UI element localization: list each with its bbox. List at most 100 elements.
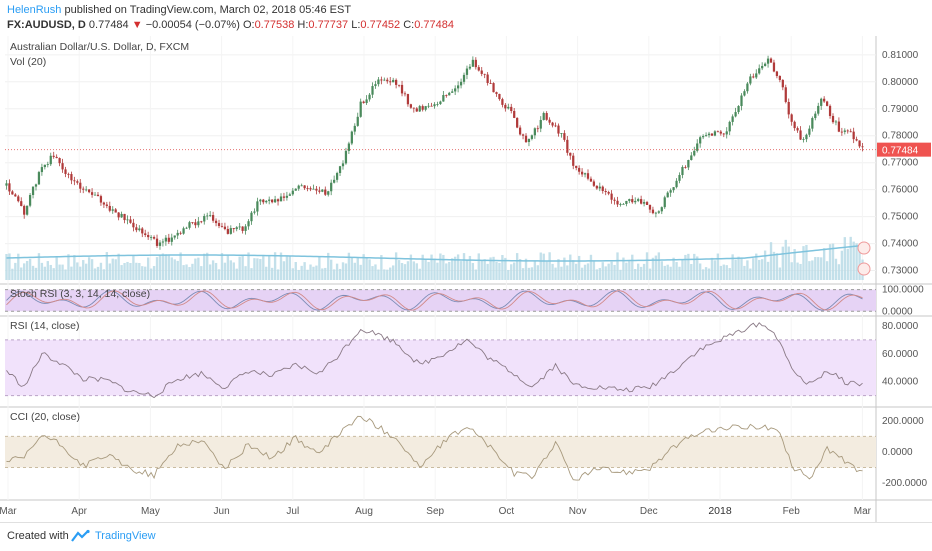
candle-body — [403, 93, 407, 95]
candle-body — [226, 229, 229, 234]
candle-body — [389, 81, 392, 83]
volume-bar — [73, 254, 76, 280]
volume-bar — [194, 258, 197, 280]
published-text: published on TradingView.com, March 02, … — [64, 4, 352, 16]
author-link[interactable]: HelenRush — [7, 4, 62, 16]
high-value: 0.77737 — [308, 19, 349, 31]
stoch-title: Stoch RSI (3, 3, 14, 14, close) — [10, 288, 150, 300]
candle-body — [456, 85, 460, 89]
volume-bar — [837, 264, 841, 280]
candle-body — [214, 220, 218, 224]
volume-bar — [214, 262, 218, 280]
volume-bar — [229, 260, 233, 280]
candle-body — [368, 94, 371, 100]
candle-body — [132, 222, 135, 228]
chart-header: HelenRush published on TradingView.com, … — [0, 0, 932, 36]
low-value: 0.77452 — [360, 19, 401, 31]
candle-body — [26, 205, 29, 215]
candle-body — [713, 131, 717, 136]
candle-body — [371, 86, 374, 95]
candle-body — [90, 192, 94, 195]
volume-ma-line — [6, 244, 863, 262]
candle-body — [710, 133, 714, 136]
candle-body — [82, 188, 85, 190]
candle-body — [548, 119, 551, 123]
candle-body — [70, 174, 73, 181]
candle-body — [259, 199, 262, 202]
candle-body — [88, 189, 91, 193]
volume-bar — [185, 264, 188, 280]
volume-bar — [713, 260, 717, 280]
volume-bar — [397, 260, 401, 280]
candle-body — [365, 99, 368, 104]
volume-bar — [359, 264, 362, 280]
candle-body — [8, 183, 11, 192]
volume-bar — [268, 255, 271, 280]
volume-bar — [285, 255, 289, 280]
cci-band — [5, 436, 876, 468]
volume-bar — [811, 260, 814, 280]
price-tick-label: 0.73000 — [882, 266, 919, 277]
candle-body — [374, 84, 377, 87]
volume-bar — [117, 253, 120, 280]
volume-bar — [477, 253, 480, 280]
footer: Created with TradingView — [0, 522, 932, 551]
volume-bar — [182, 265, 185, 280]
tradingview-logo-icon[interactable] — [70, 529, 92, 543]
volume-bar — [276, 269, 280, 280]
volume-bar — [631, 254, 634, 280]
candle-body — [141, 228, 144, 234]
volume-bar — [371, 266, 374, 280]
candle-body — [241, 226, 244, 231]
candle-body — [265, 200, 268, 203]
tradingview-brand[interactable]: TradingView — [95, 530, 156, 542]
volume-bar — [598, 267, 601, 280]
candle-body — [247, 221, 250, 227]
cci-title: CCI (20, close) — [10, 411, 80, 423]
candle-body — [660, 207, 663, 212]
volume-bar — [604, 266, 607, 280]
candle-body — [690, 155, 693, 161]
volume-bar — [350, 257, 354, 280]
volume-bar — [383, 269, 386, 280]
candle-body — [235, 227, 238, 230]
chart-area[interactable]: 0.81000 0.80000 0.79000 0.78000 0.77000 0.760… — [0, 36, 932, 522]
candle-body — [383, 79, 386, 81]
candle-body — [203, 215, 206, 222]
volume-bar — [149, 268, 153, 280]
volume-bar — [769, 242, 773, 280]
candle-body — [34, 184, 38, 187]
volume-bar — [501, 255, 504, 280]
volume-bar — [403, 264, 407, 280]
candle-body — [85, 189, 88, 191]
volume-bar — [445, 263, 448, 280]
cci-tick-label: -200.0000 — [882, 478, 927, 489]
event-flag-icon — [857, 262, 871, 276]
volume-bar — [822, 248, 826, 280]
rsi-title: RSI (14, close) — [10, 320, 79, 332]
volume-bar — [852, 241, 855, 280]
volume-bar — [303, 262, 306, 280]
volume-bar — [141, 266, 144, 280]
candle-body — [583, 173, 587, 175]
candle-body — [784, 87, 787, 102]
volume-bar — [690, 264, 693, 280]
candle-body — [282, 196, 286, 198]
candle-body — [144, 233, 147, 235]
candle-body — [820, 98, 823, 106]
candle-body — [114, 209, 117, 213]
candle-body — [392, 79, 395, 83]
volume-bar — [483, 259, 486, 280]
candle-body — [811, 118, 814, 129]
candle-body — [858, 140, 861, 147]
candle-body — [217, 223, 221, 226]
volume-bar — [766, 261, 770, 280]
volume-bar — [105, 252, 109, 280]
candle-body — [442, 95, 445, 102]
candle-body — [93, 194, 97, 196]
candle-body — [687, 160, 690, 168]
candle-body — [76, 181, 79, 183]
candle-body — [787, 101, 790, 115]
volume-bar — [191, 263, 194, 280]
volume-bar — [583, 264, 587, 280]
